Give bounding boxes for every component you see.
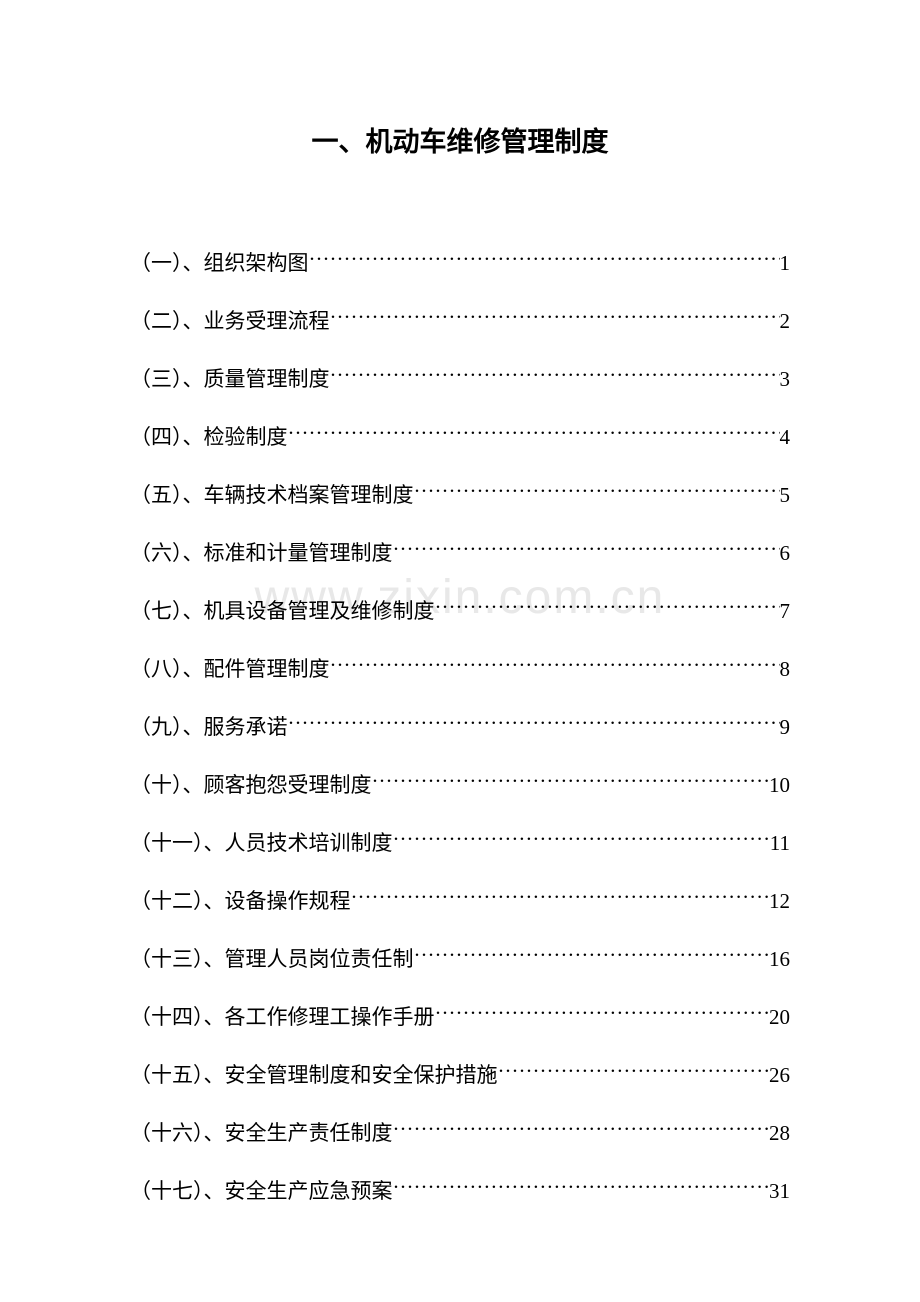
toc-item-label: （十）、顾客抱怨受理制度 [130, 775, 372, 796]
toc-item-page: 6 [780, 543, 791, 564]
toc-item-label: （十一）、人员技术培训制度 [130, 833, 393, 854]
toc-item-label: （二）、业务受理流程 [130, 311, 330, 332]
toc-item-page: 5 [780, 485, 791, 506]
toc-item-page: 2 [780, 311, 791, 332]
toc-leader-dots [393, 1119, 770, 1140]
toc-item-label: （七）、机具设备管理及维修制度 [130, 601, 435, 622]
toc-leader-dots [435, 1003, 770, 1024]
toc-item: （一）、组织架构图 1 [130, 249, 790, 274]
toc-item-page: 3 [780, 369, 791, 390]
toc-item: （十一）、人员技术培训制度 11 [130, 829, 790, 854]
toc-leader-dots [288, 423, 780, 444]
toc-item: （十五）、安全管理制度和安全保护措施 26 [130, 1061, 790, 1086]
toc-leader-dots [330, 307, 780, 328]
toc-item-label: （三）、质量管理制度 [130, 369, 330, 390]
toc-item-label: （九）、服务承诺 [130, 717, 288, 738]
toc-item: （十六）、安全生产责任制度 28 [130, 1119, 790, 1144]
toc-item-page: 12 [769, 891, 790, 912]
table-of-contents: （一）、组织架构图 1 （二）、业务受理流程 2 （三）、质量管理制度 3 （四… [130, 249, 790, 1202]
toc-leader-dots [330, 365, 780, 386]
toc-item-label: （八）、配件管理制度 [130, 659, 330, 680]
toc-leader-dots [435, 597, 780, 618]
toc-item-page: 4 [780, 427, 791, 448]
toc-item-page: 10 [769, 775, 790, 796]
toc-item: （三）、质量管理制度 3 [130, 365, 790, 390]
toc-leader-dots [414, 481, 780, 502]
toc-leader-dots [498, 1061, 770, 1082]
toc-item: （八）、配件管理制度 8 [130, 655, 790, 680]
toc-item: （十三）、管理人员岗位责任制 16 [130, 945, 790, 970]
toc-item: （七）、机具设备管理及维修制度 7 [130, 597, 790, 622]
toc-item-page: 31 [769, 1181, 790, 1202]
toc-item-page: 20 [769, 1007, 790, 1028]
toc-leader-dots [414, 945, 770, 966]
toc-item-label: （五）、车辆技术档案管理制度 [130, 485, 414, 506]
toc-item: （十四）、各工作修理工操作手册 20 [130, 1003, 790, 1028]
toc-item-page: 28 [769, 1123, 790, 1144]
toc-item-label: （四）、检验制度 [130, 427, 288, 448]
toc-item: （五）、车辆技术档案管理制度 5 [130, 481, 790, 506]
toc-item-page: 8 [780, 659, 791, 680]
toc-item: （九）、服务承诺 9 [130, 713, 790, 738]
toc-leader-dots [372, 771, 770, 792]
toc-item-page: 7 [780, 601, 791, 622]
toc-leader-dots [393, 1177, 770, 1198]
toc-item-page: 1 [780, 253, 791, 274]
toc-leader-dots [288, 713, 780, 734]
toc-item-label: （十四）、各工作修理工操作手册 [130, 1007, 435, 1028]
toc-item-page: 9 [780, 717, 791, 738]
toc-item-label: （十六）、安全生产责任制度 [130, 1123, 393, 1144]
toc-item: （六）、标准和计量管理制度 6 [130, 539, 790, 564]
toc-item: （十七）、安全生产应急预案 31 [130, 1177, 790, 1202]
toc-item-page: 26 [769, 1065, 790, 1086]
document-page: 一、机动车维修管理制度 （一）、组织架构图 1 （二）、业务受理流程 2 （三）… [0, 0, 920, 1202]
toc-item: （四）、检验制度 4 [130, 423, 790, 448]
toc-item-label: （十二）、设备操作规程 [130, 891, 351, 912]
toc-leader-dots [330, 655, 780, 676]
toc-item-page: 11 [770, 833, 790, 854]
toc-item-page: 16 [769, 949, 790, 970]
toc-item-label: （十三）、管理人员岗位责任制 [130, 949, 414, 970]
toc-leader-dots [309, 249, 780, 270]
toc-item: （二）、业务受理流程 2 [130, 307, 790, 332]
toc-item-label: （六）、标准和计量管理制度 [130, 543, 393, 564]
toc-leader-dots [351, 887, 770, 908]
toc-item-label: （一）、组织架构图 [130, 253, 309, 274]
toc-item-label: （十五）、安全管理制度和安全保护措施 [130, 1065, 498, 1086]
page-title: 一、机动车维修管理制度 [130, 120, 790, 159]
toc-item-label: （十七）、安全生产应急预案 [130, 1181, 393, 1202]
toc-leader-dots [393, 539, 780, 560]
toc-item: （十二）、设备操作规程 12 [130, 887, 790, 912]
toc-leader-dots [393, 829, 770, 850]
toc-item: （十）、顾客抱怨受理制度 10 [130, 771, 790, 796]
